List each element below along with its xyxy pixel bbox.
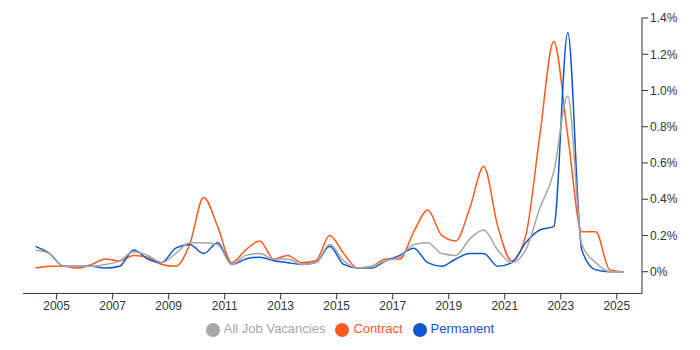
svg-text:0.8%: 0.8%	[650, 120, 678, 134]
svg-text:0.6%: 0.6%	[650, 156, 678, 170]
html-text:All Job Vacancies: All Job Vacancies	[223, 321, 326, 337]
svg-text:2021: 2021	[491, 299, 518, 313]
svg-text:2025: 2025	[603, 299, 630, 313]
svg-text:0%: 0%	[650, 265, 668, 279]
svg-text:1.4%: 1.4%	[650, 11, 678, 25]
svg-text:2015: 2015	[323, 299, 350, 313]
svg-text:2023: 2023	[547, 299, 574, 313]
html-text:Contract: Contract	[353, 321, 403, 337]
svg-text:1.2%: 1.2%	[650, 48, 678, 62]
svg-text:0.4%: 0.4%	[650, 192, 678, 206]
svg-text:2013: 2013	[267, 299, 294, 313]
svg-text:2019: 2019	[435, 299, 462, 313]
html-text:Permanent: Permanent	[430, 321, 495, 337]
svg-text:2011: 2011	[212, 299, 238, 313]
svg-text:1.0%: 1.0%	[650, 84, 678, 98]
svg-text:2007: 2007	[99, 299, 126, 313]
svg-text:0.2%: 0.2%	[650, 229, 678, 243]
svg-text:2009: 2009	[155, 299, 182, 313]
svg-text:2005: 2005	[43, 299, 70, 313]
svg-text:2017: 2017	[379, 299, 406, 313]
